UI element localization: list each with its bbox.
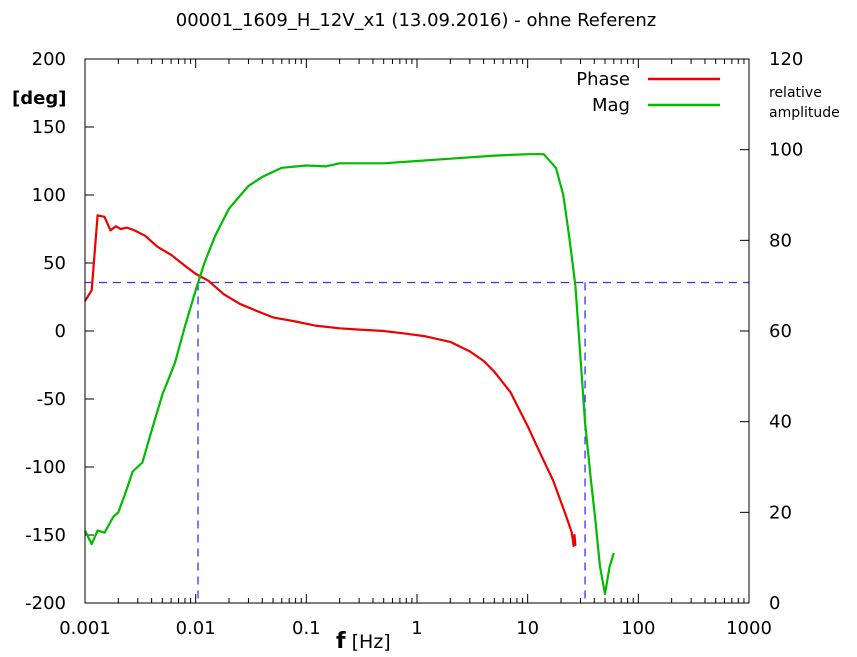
reference-lines [85, 281, 749, 603]
x-axis-label-unit: [Hz] [346, 631, 391, 653]
x-tick-label: 100 [621, 618, 655, 639]
series-lines [84, 153, 615, 596]
y-axis-right-label-line2: amplitude [769, 105, 840, 121]
x-tick-label: 10 [516, 618, 539, 639]
chart-title: 00001_1609_H_12V_x1 (13.09.2016) - ohne … [176, 10, 656, 31]
y-right-tick-label: 40 [769, 412, 792, 433]
legend-label-phase: Phase [576, 69, 630, 90]
x-tick-label: 0.001 [59, 618, 111, 639]
y-right-tick-label: 100 [769, 140, 803, 161]
y-axis-right-label-line1: relative [769, 85, 822, 101]
y-left-tick-label: 50 [43, 253, 66, 274]
y-left-tick-label: 100 [32, 185, 66, 206]
x-axis-label-symbol: f [336, 629, 346, 654]
legend: Phase Mag [576, 69, 720, 116]
x-tick-label: 0.1 [292, 618, 321, 639]
y-left-tick-label: 150 [32, 117, 66, 138]
x-axis-label: f [Hz] [336, 629, 391, 654]
y-right-tick-label: 0 [769, 593, 780, 614]
y-left-tick-label: -150 [25, 525, 66, 546]
y-right-tick-label: 20 [769, 502, 792, 523]
legend-label-mag: Mag [592, 95, 630, 116]
x-tick-label: 1000 [726, 618, 772, 639]
series-line-phase [84, 214, 577, 548]
y-left-tick-label: -50 [37, 389, 66, 410]
y-axis-left-label: [deg] [12, 88, 66, 109]
y-right-tick-label: 80 [769, 230, 792, 251]
y-right-tick-label: 120 [769, 49, 803, 70]
x-tick-label: 0.01 [176, 618, 216, 639]
tick-labels: 0.001 0.01 0.1 1 10 100 1000200150100500-50-10… [25, 49, 803, 639]
series-line-mag [84, 153, 615, 596]
plot-frame [84, 58, 750, 604]
y-left-tick-label: -100 [25, 457, 66, 478]
y-left-tick-label: 200 [32, 49, 66, 70]
y-left-tick-label: -200 [25, 593, 66, 614]
x-tick-label: 1 [411, 618, 422, 639]
y-left-tick-label: 0 [55, 321, 66, 342]
y-right-tick-label: 60 [769, 321, 792, 342]
